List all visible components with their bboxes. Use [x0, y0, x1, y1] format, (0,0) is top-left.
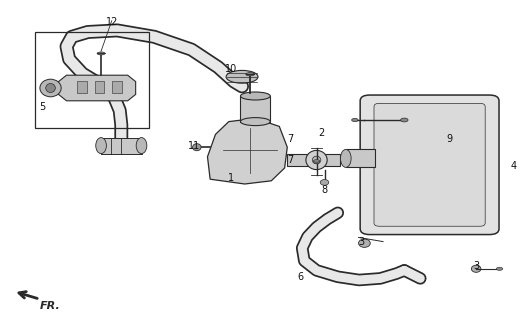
- Ellipse shape: [136, 138, 147, 154]
- Text: 4: 4: [510, 161, 517, 172]
- Ellipse shape: [240, 117, 270, 125]
- Ellipse shape: [359, 239, 370, 247]
- Text: 3: 3: [473, 260, 479, 271]
- Polygon shape: [207, 118, 287, 184]
- Ellipse shape: [352, 118, 358, 122]
- Ellipse shape: [46, 84, 55, 92]
- Bar: [35, 32, 149, 128]
- Text: 6: 6: [297, 272, 304, 282]
- Ellipse shape: [401, 118, 408, 122]
- Ellipse shape: [471, 265, 481, 272]
- Ellipse shape: [246, 73, 254, 76]
- Ellipse shape: [306, 150, 327, 170]
- Ellipse shape: [226, 70, 258, 83]
- Ellipse shape: [96, 138, 106, 154]
- Ellipse shape: [313, 160, 320, 162]
- Ellipse shape: [496, 267, 503, 270]
- Text: 11: 11: [188, 140, 201, 151]
- FancyBboxPatch shape: [374, 103, 485, 226]
- Bar: [112, 81, 122, 93]
- Bar: [346, 149, 375, 167]
- Ellipse shape: [340, 149, 351, 167]
- Text: 12: 12: [105, 17, 118, 28]
- Text: 7: 7: [287, 155, 293, 165]
- Ellipse shape: [313, 161, 320, 164]
- Text: 5: 5: [39, 102, 46, 112]
- Text: 1: 1: [228, 172, 235, 183]
- Text: 2: 2: [319, 128, 325, 138]
- Ellipse shape: [312, 156, 321, 164]
- Bar: [95, 81, 104, 93]
- Ellipse shape: [97, 52, 105, 55]
- Bar: [287, 154, 340, 166]
- Ellipse shape: [320, 180, 329, 185]
- FancyBboxPatch shape: [360, 95, 499, 235]
- Ellipse shape: [240, 92, 270, 100]
- Text: FR.: FR.: [40, 301, 61, 311]
- Bar: [101, 138, 142, 154]
- Text: 3: 3: [359, 236, 365, 247]
- Ellipse shape: [193, 144, 201, 151]
- Text: 9: 9: [446, 134, 453, 144]
- Text: 10: 10: [225, 64, 238, 74]
- Bar: [77, 81, 87, 93]
- Text: 7: 7: [287, 134, 293, 144]
- Polygon shape: [59, 75, 136, 101]
- Ellipse shape: [40, 79, 61, 97]
- Text: 8: 8: [321, 185, 328, 196]
- Bar: [240, 96, 270, 122]
